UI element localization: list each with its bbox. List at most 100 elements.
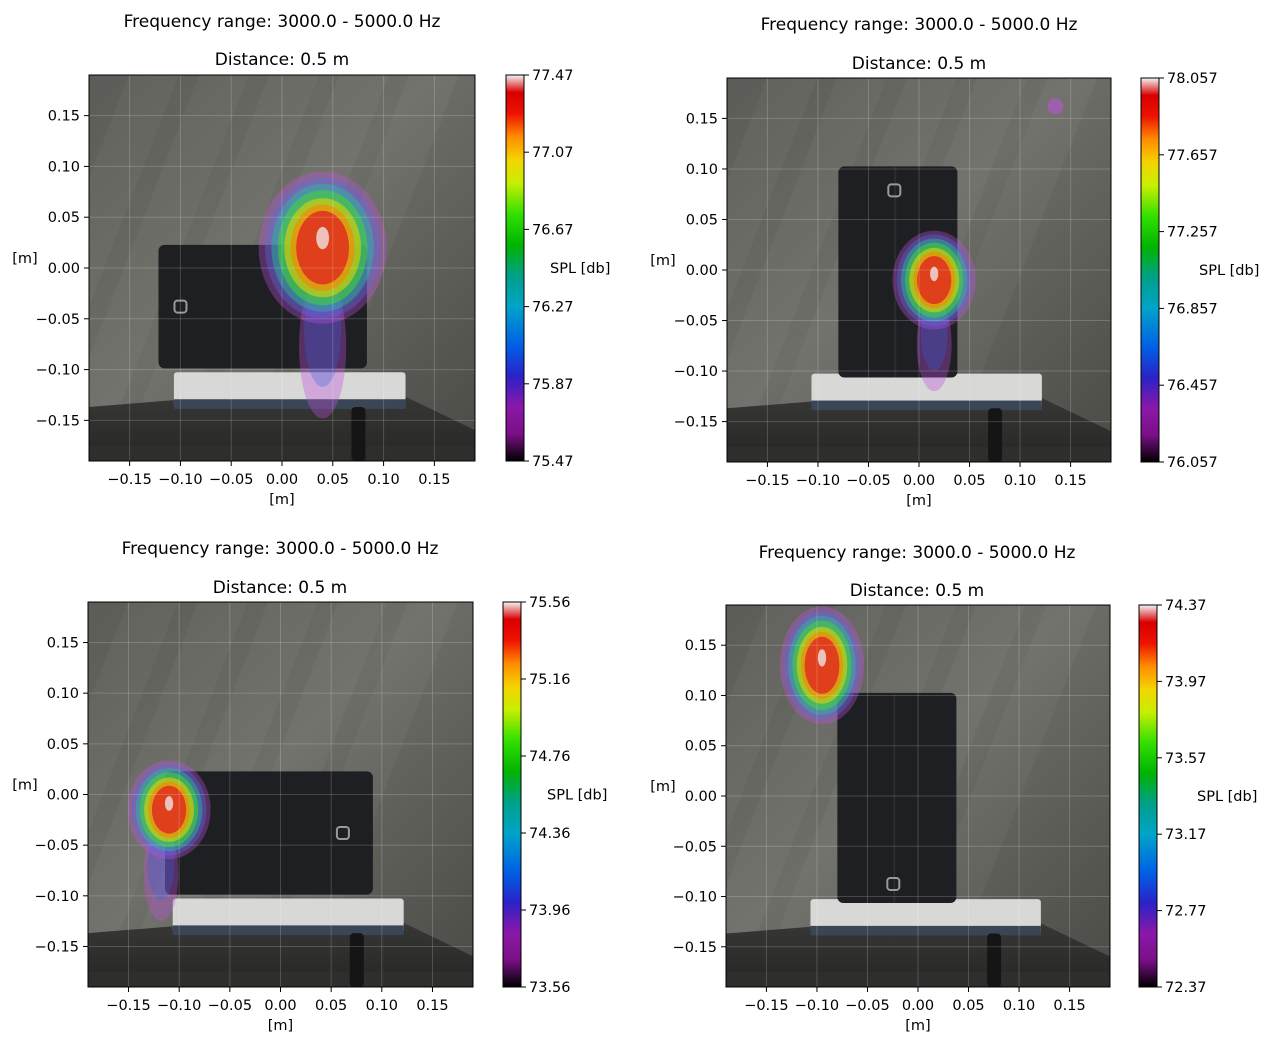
y-axis-label: [m] (650, 779, 675, 795)
stand-leg (351, 406, 366, 461)
y-tick-label: −0.15 (674, 415, 718, 431)
y-axis-label: [m] (12, 251, 37, 267)
y-tick-label: −0.10 (674, 364, 718, 380)
tablet (837, 692, 957, 903)
chart-panel-2: Frequency range: 3000.0 - 5000.0 Hz Dista… (650, 15, 1259, 509)
x-tick-label: −0.15 (745, 473, 789, 489)
y-tick-label: 0.15 (48, 109, 80, 125)
y-tick-label: 0.15 (686, 111, 718, 127)
x-tick-label: 0.15 (1053, 998, 1085, 1014)
x-tick-label: 0.10 (366, 998, 398, 1014)
camera-lens (886, 876, 901, 891)
tablet (165, 771, 373, 895)
colorbar-tick-label: 78.057 (1167, 71, 1218, 87)
plot-area (727, 78, 1111, 462)
heat-tail (916, 297, 952, 392)
x-tick-label: 0.05 (317, 472, 349, 488)
x-tick-label: −0.10 (157, 998, 201, 1014)
y-axis-label: [m] (650, 253, 675, 269)
x-tick-label: 0.05 (315, 998, 347, 1014)
tablet (838, 166, 958, 378)
y-tick-label: 0.10 (47, 686, 79, 702)
y-tick-label: 0.15 (685, 638, 717, 654)
colorbar (1138, 604, 1158, 988)
colorbar-tick-label: 74.37 (1165, 598, 1207, 614)
y-tick-label: 0.00 (685, 789, 717, 805)
colorbar-tick-label: 76.057 (1167, 455, 1218, 471)
x-tick-label: 0.05 (953, 473, 985, 489)
y-tick-label: 0.00 (47, 788, 79, 804)
tablet-seam (893, 692, 896, 903)
colorbar-tick-label: 72.37 (1165, 980, 1207, 996)
colorbar-tick-label: 73.57 (1165, 751, 1207, 767)
heat-tail (143, 827, 179, 921)
chart-subtitle: Distance: 0.5 m (215, 50, 349, 70)
chart-title: Frequency range: 3000.0 - 5000.0 Hz (761, 15, 1078, 35)
y-tick-label: 0.05 (685, 739, 717, 755)
chart-panel-1: Frequency range: 3000.0 - 5000.0 Hz Dista… (12, 12, 610, 508)
y-tick-label: −0.10 (673, 890, 717, 906)
colorbar-tick-label: 76.457 (1167, 378, 1218, 394)
book-cover-edge (172, 925, 404, 936)
y-tick-label: −0.15 (673, 940, 717, 956)
x-tick-label: −0.15 (106, 998, 150, 1014)
colorbar-tick-label: 75.56 (529, 595, 571, 611)
y-tick-label: 0.10 (686, 162, 718, 178)
colorbar (1140, 77, 1160, 463)
x-tick-label: −0.15 (744, 998, 788, 1014)
y-tick-label: 0.10 (685, 688, 717, 704)
colorbar-tick-label: 72.77 (1165, 904, 1207, 920)
colorbar-tick-label: 74.76 (529, 749, 571, 765)
colorbar-tick-label: 75.87 (532, 377, 574, 393)
x-tick-label: 0.15 (1054, 473, 1086, 489)
x-tick-label: −0.05 (209, 472, 253, 488)
stand-leg (987, 933, 1002, 987)
x-tick-label: 0.00 (264, 998, 296, 1014)
shelf-edge (88, 971, 473, 987)
book-cover-edge (810, 925, 1041, 936)
y-tick-label: 0.15 (47, 636, 79, 652)
y-axis-label: [m] (12, 778, 37, 794)
x-tick-label: 0.00 (266, 472, 298, 488)
colorbar-label: SPL [db] (547, 788, 607, 804)
y-tick-label: 0.05 (48, 210, 80, 226)
heat-contour (929, 266, 939, 282)
x-tick-label: 0.05 (952, 998, 984, 1014)
y-tick-label: −0.10 (35, 889, 79, 905)
y-tick-label: −0.15 (36, 413, 80, 429)
tablet-seam (894, 166, 897, 378)
chart-subtitle: Distance: 0.5 m (852, 54, 986, 74)
book (810, 899, 1041, 934)
x-axis-label: [m] (268, 1018, 293, 1034)
colorbar-tick-label: 73.56 (529, 980, 571, 996)
chart-subtitle: Distance: 0.5 m (213, 578, 347, 598)
camera-lens (335, 826, 350, 840)
shelf-edge (726, 971, 1110, 987)
colorbar-tick-label: 77.657 (1167, 148, 1218, 164)
colorbar (502, 601, 522, 988)
y-tick-label: −0.05 (35, 838, 79, 854)
colorbar-tick-label: 74.36 (529, 826, 571, 842)
camera-lens (173, 299, 188, 314)
shelf-edge (727, 446, 1111, 462)
heat-contour (817, 649, 827, 667)
y-tick-label: −0.10 (36, 363, 80, 379)
x-tick-label: −0.10 (796, 473, 840, 489)
plot-area (726, 605, 1110, 987)
colorbar-tick-label: 75.47 (532, 454, 574, 470)
book (172, 898, 404, 934)
stand-leg (349, 933, 364, 987)
colorbar-tick-label: 76.27 (532, 300, 574, 316)
x-axis-label: [m] (269, 492, 294, 508)
colorbar-tick-label: 77.257 (1167, 225, 1218, 241)
x-tick-label: 0.10 (367, 472, 399, 488)
x-tick-label: 0.15 (418, 472, 450, 488)
x-tick-label: −0.10 (795, 998, 839, 1014)
colorbar-tick-label: 76.67 (532, 222, 574, 238)
colorbar-label: SPL [db] (1197, 789, 1257, 805)
x-tick-label: −0.10 (158, 472, 202, 488)
colorbar-label: SPL [db] (550, 261, 610, 277)
y-tick-label: 0.00 (48, 261, 80, 277)
colorbar-tick-label: 73.17 (1165, 827, 1207, 843)
x-tick-label: −0.15 (107, 472, 151, 488)
